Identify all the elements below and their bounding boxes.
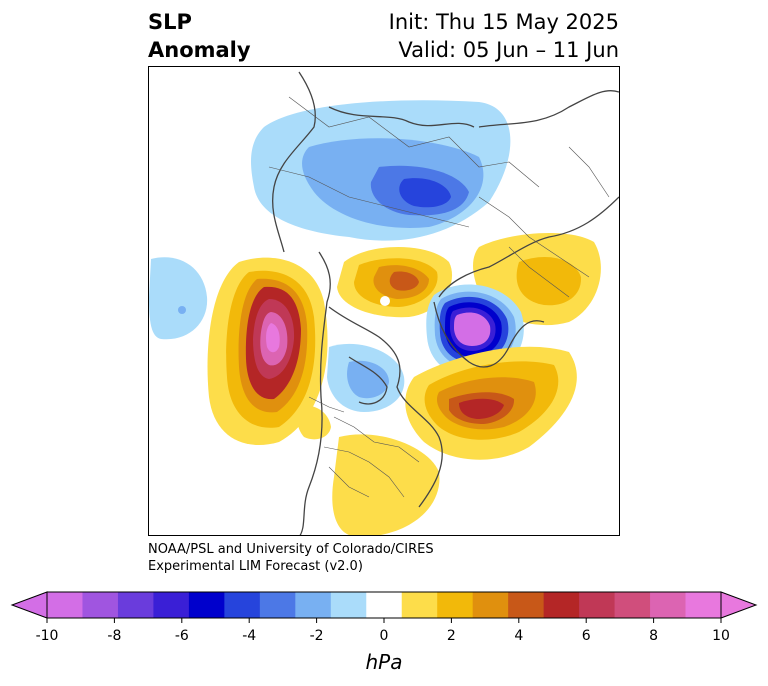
map-canvas	[149, 71, 619, 535]
init-date: Init: Thu 15 May 2025	[388, 10, 619, 34]
forecast-dates: Init: Thu 15 May 2025 Valid: 05 Jun – 11…	[389, 8, 619, 64]
colorbar-tick-label: -8	[107, 628, 122, 644]
credit-line-2: Experimental LIM Forecast (v2.0)	[148, 559, 363, 574]
anomaly-high-north-pacific	[207, 257, 328, 445]
colorbar-tick-label: 6	[581, 628, 591, 644]
colorbar-tick-label: -2	[309, 628, 324, 644]
title-line-2: Anomaly	[148, 38, 251, 62]
colorbar-tick-label: 8	[649, 628, 659, 644]
colorbar-segment	[508, 592, 545, 618]
colorbar-segment	[401, 592, 438, 618]
colorbar-segment	[259, 592, 296, 618]
colorbar-segment	[188, 592, 225, 618]
colorbar-segment	[650, 592, 687, 618]
colorbar-segment	[82, 592, 119, 618]
anomaly-low-west-pacific-core	[178, 306, 186, 314]
colorbar-segment	[117, 592, 154, 618]
colorbar-segment	[579, 592, 616, 618]
colorbar-segment	[437, 592, 474, 618]
political-borders	[268, 96, 610, 498]
colorbar-unit-label: hPa	[365, 650, 403, 674]
anomaly-high-north-atlantic	[405, 346, 577, 460]
colorbar-segment	[685, 592, 722, 618]
colorbar-tick-label: -6	[174, 628, 189, 644]
slp-anomaly-map	[148, 66, 620, 536]
colorbar-extend-high	[720, 591, 758, 619]
colorbar-segment	[153, 592, 190, 618]
colorbar-segment	[472, 592, 509, 618]
title-line-1: SLP	[148, 10, 192, 34]
colorbar-segment	[295, 592, 332, 618]
plot-title: SLP Anomaly	[148, 8, 251, 64]
colorbar-segment	[543, 592, 580, 618]
colorbar-segment	[366, 592, 403, 618]
colorbar-segment	[47, 592, 83, 618]
colorbar-tick-label: -4	[242, 628, 257, 644]
valid-range: Valid: 05 Jun – 11 Jun	[398, 38, 619, 62]
colorbar	[10, 591, 758, 623]
anomaly-high-arctic	[337, 247, 453, 318]
credit-line-1: NOAA/PSL and University of Colorado/CIRE…	[148, 542, 434, 557]
colorbar-segment	[330, 592, 367, 618]
colorbar-segment	[614, 592, 651, 618]
colorbar-tick-label: 4	[514, 628, 524, 644]
anomaly-low-canada-core	[347, 360, 389, 399]
colorbar-tick-label: 2	[446, 628, 456, 644]
credit-text: NOAA/PSL and University of Colorado/CIRE…	[148, 541, 434, 575]
colorbar-tick-label: 0	[379, 628, 389, 644]
anomaly-low-west-pacific	[149, 257, 208, 340]
coastlines	[272, 71, 619, 535]
colorbar-tick-label: -10	[35, 628, 59, 644]
colorbar-tick-label: 10	[712, 628, 730, 644]
anomaly-low-eurasia	[251, 100, 511, 241]
colorbar-extend-low	[10, 591, 48, 619]
colorbar-segment	[224, 592, 261, 618]
